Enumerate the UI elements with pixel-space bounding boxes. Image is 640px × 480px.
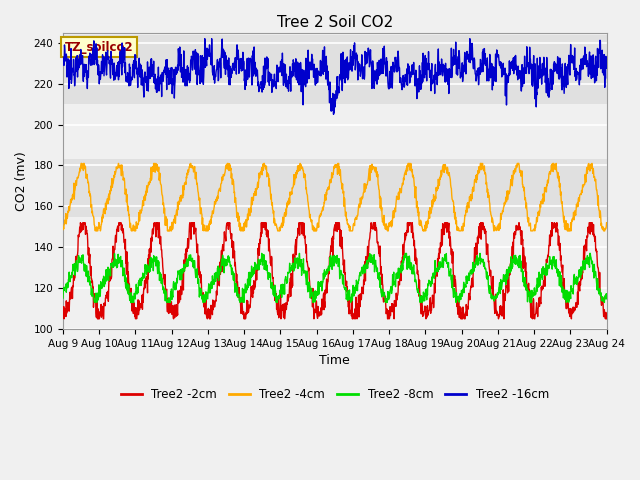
Y-axis label: CO2 (mv): CO2 (mv) <box>15 151 28 211</box>
Bar <box>63 35 607 104</box>
Legend: Tree2 -2cm, Tree2 -4cm, Tree2 -8cm, Tree2 -16cm: Tree2 -2cm, Tree2 -4cm, Tree2 -8cm, Tree… <box>116 384 554 406</box>
Bar <box>63 159 607 216</box>
X-axis label: Time: Time <box>319 354 350 367</box>
Title: Tree 2 Soil CO2: Tree 2 Soil CO2 <box>276 15 393 30</box>
Text: TZ_soilco2: TZ_soilco2 <box>65 41 134 54</box>
